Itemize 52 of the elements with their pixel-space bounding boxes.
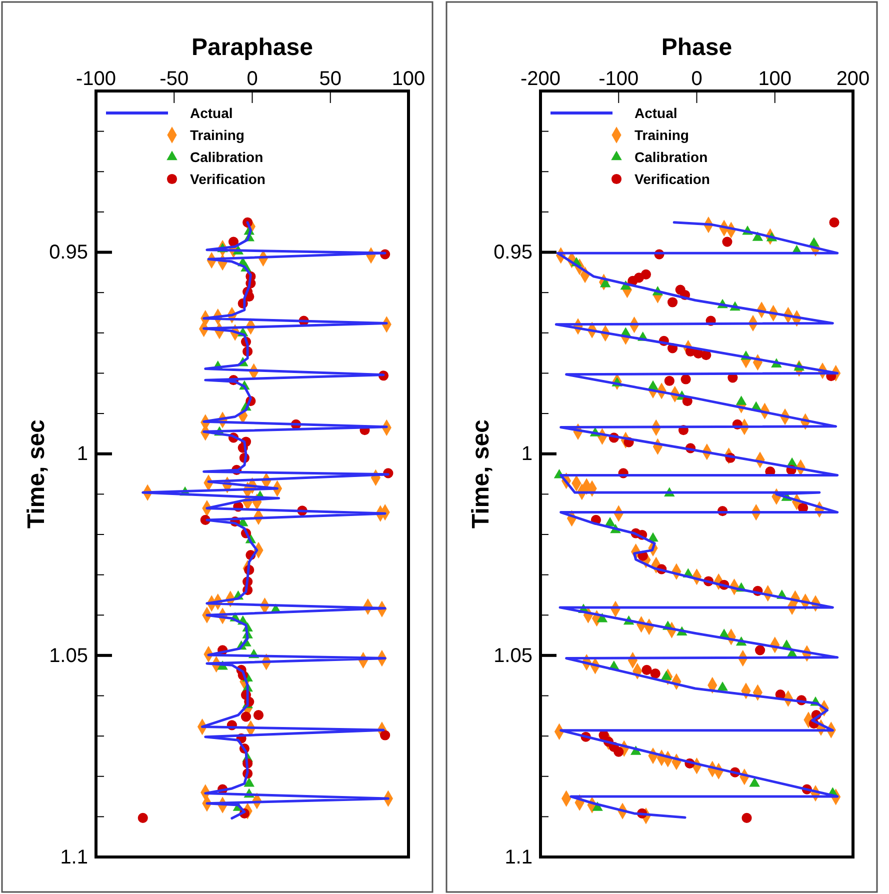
- x-tick-label: -50: [160, 68, 189, 90]
- legend-label: Verification: [190, 171, 266, 187]
- x-tick-label: 0: [246, 68, 258, 90]
- legend-label: Verification: [634, 171, 710, 187]
- x-tick-label: -200: [520, 68, 561, 90]
- point: [829, 217, 840, 228]
- chart-title: Phase: [661, 34, 732, 61]
- chart-title: Paraphase: [192, 34, 313, 61]
- point: [642, 664, 652, 675]
- point: [660, 670, 672, 680]
- y-tick-label: 0.95: [49, 242, 88, 264]
- point: [240, 712, 252, 722]
- legend-label: Actual: [190, 105, 233, 121]
- legend-label: Training: [634, 127, 689, 143]
- legend-label: Actual: [634, 105, 678, 121]
- y-axis-title: Time, sec: [468, 420, 494, 528]
- point: [648, 380, 658, 390]
- legend-label: Training: [190, 127, 244, 143]
- legend-label: Calibration: [634, 149, 708, 165]
- point: [742, 812, 752, 823]
- point: [680, 374, 691, 384]
- x-tick-label: -100: [598, 68, 639, 90]
- x-tick-label: 200: [836, 68, 870, 90]
- point: [650, 668, 660, 679]
- point: [380, 730, 390, 740]
- point: [253, 710, 264, 720]
- point: [664, 376, 674, 386]
- x-tick-label: 100: [758, 68, 792, 90]
- y-tick-label: 0.95: [494, 242, 532, 264]
- point: [749, 777, 760, 787]
- point: [667, 297, 678, 308]
- legend-label: Calibration: [190, 149, 264, 165]
- x-tick-label: 100: [392, 68, 426, 90]
- x-tick-label: -100: [76, 68, 116, 90]
- point: [722, 236, 732, 247]
- y-tick-label: 1.05: [49, 644, 88, 667]
- y-tick-label: 1.1: [60, 846, 88, 868]
- point: [640, 269, 652, 280]
- y-tick-label: 1.05: [494, 644, 532, 667]
- point: [736, 396, 747, 405]
- y-axis-title: Time, sec: [23, 420, 50, 528]
- point: [754, 645, 766, 656]
- x-tick-label: 0: [691, 68, 702, 90]
- point: [717, 681, 728, 691]
- y-tick-label: 1: [521, 443, 532, 466]
- y-tick-label: 1: [76, 443, 88, 466]
- x-tick-label: 50: [319, 68, 342, 90]
- y-tick-label: 1.1: [504, 846, 532, 868]
- point: [138, 812, 148, 823]
- point: [244, 777, 254, 787]
- point: [614, 746, 624, 757]
- point: [701, 350, 712, 360]
